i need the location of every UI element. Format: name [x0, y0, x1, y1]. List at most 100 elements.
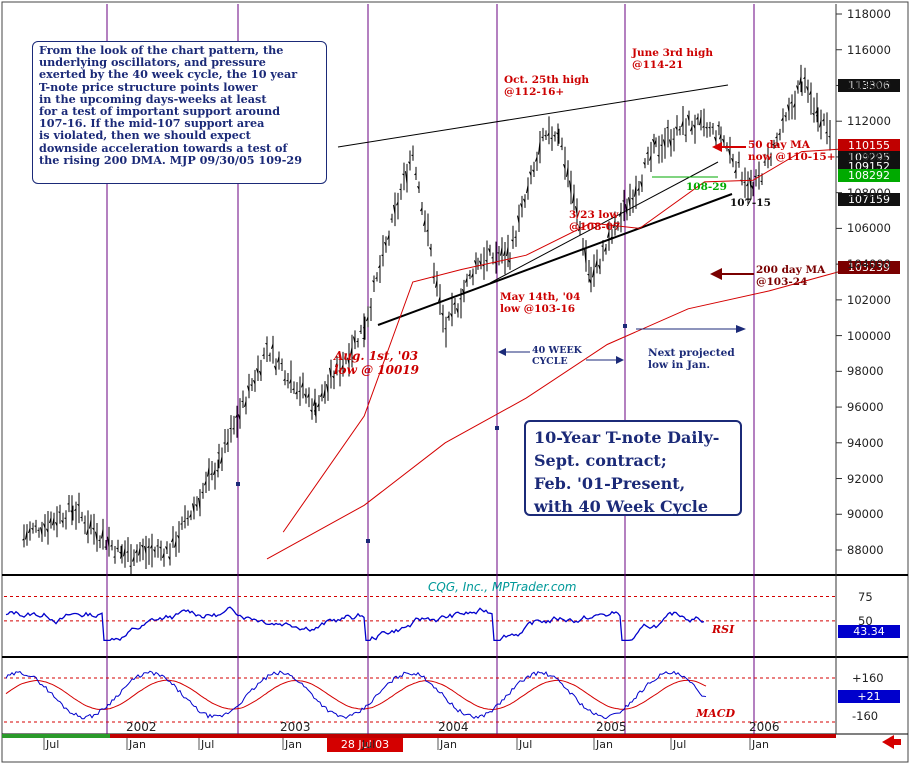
price-bar-open — [790, 101, 793, 104]
price-bar-open — [722, 138, 725, 144]
price-bar-open — [74, 508, 77, 512]
price-bar-open — [547, 132, 550, 137]
price-bar-open — [699, 116, 702, 126]
price-bar-open — [46, 528, 49, 533]
price-bar-open — [313, 398, 316, 406]
price-bar-open — [587, 273, 590, 276]
price-bar-open — [77, 503, 80, 507]
price-bar-open — [141, 544, 144, 548]
price-bar-open — [520, 203, 523, 208]
price-bar-open — [523, 198, 526, 203]
price-bar-open — [465, 278, 468, 283]
price-bar-open — [544, 134, 547, 137]
price-box-5: 108292 — [838, 169, 900, 182]
price-bar-open — [514, 236, 517, 238]
price-bar-open — [819, 120, 822, 128]
price-bar-open — [274, 365, 277, 371]
price-bar-open — [216, 469, 219, 472]
price-bar-open — [592, 268, 595, 278]
price-bar-open — [359, 330, 362, 333]
price-bar-open — [435, 280, 438, 288]
x-year-label: 2004 — [438, 720, 469, 734]
price-bar-open — [317, 403, 320, 408]
inner-trendline — [489, 161, 719, 284]
price-bar-open — [517, 215, 520, 224]
price-bar-open — [356, 340, 359, 343]
annotation-june-high: June 3rd high @114-21 — [632, 47, 714, 71]
price-bars — [22, 64, 831, 574]
price-bar-open — [637, 187, 640, 192]
rsi-line — [5, 606, 705, 642]
price-bar-open — [86, 528, 89, 536]
price-bar-open — [347, 357, 350, 365]
price-bar-open — [396, 201, 399, 206]
price-bar-open — [557, 136, 560, 139]
price-bar-open — [31, 527, 34, 531]
price-bar-open — [769, 155, 772, 158]
price-bar-open — [598, 264, 601, 270]
price-bar-open — [25, 530, 28, 540]
price-bar-open — [719, 133, 722, 140]
price-bar-open — [426, 229, 429, 232]
price-bar-open — [192, 503, 195, 513]
price-bar-open — [684, 134, 687, 136]
price-bar-open — [746, 183, 749, 187]
cycle-arrowhead-left — [498, 348, 506, 356]
price-bar-open — [344, 358, 347, 361]
cycle-arrowhead-right — [616, 356, 624, 364]
time-strip — [2, 734, 110, 738]
cycle-marker — [366, 539, 370, 543]
scroll-left-arrow-icon[interactable] — [880, 733, 902, 751]
price-bar-open — [135, 549, 138, 554]
price-bar-open — [447, 315, 450, 319]
price-bar-open — [120, 551, 123, 559]
price-bar-open — [271, 343, 274, 349]
x-month-label: Jan — [129, 738, 146, 751]
ma200-arrowhead — [710, 268, 722, 280]
price-bar-open — [702, 125, 705, 128]
price-bar-open — [503, 250, 506, 257]
price-bar-open — [55, 521, 58, 526]
price-bar-open — [471, 273, 474, 278]
y-tick-label: 88000 — [847, 543, 884, 557]
x-month-label: Jul — [362, 738, 376, 751]
annotation-40-week-cycle: 40 WEEK CYCLE — [532, 345, 582, 367]
price-bar-open — [247, 385, 250, 392]
y-tick-label: 110000 — [847, 149, 891, 164]
price-bar-open — [174, 540, 177, 548]
price-bar-open — [226, 441, 229, 445]
price-bar-open — [784, 115, 787, 118]
annotation-oct-high: Oct. 25th high @112-16+ — [504, 74, 590, 98]
price-bar-open — [728, 148, 731, 157]
price-bar-open — [217, 452, 220, 454]
price-bar-open — [678, 128, 681, 131]
price-bar-open — [417, 185, 420, 190]
price-bar-open — [363, 326, 366, 333]
price-bar-open — [816, 114, 819, 121]
price-bar-open — [757, 174, 760, 177]
price-bar-open — [800, 89, 803, 92]
price-bar-open — [256, 368, 259, 374]
x-month-label: Jul — [519, 738, 533, 751]
annotation-50dma: 50 day MA now @110-15+ — [748, 139, 836, 163]
price-bar-open — [462, 289, 465, 296]
price-bar-open — [116, 547, 119, 550]
price-box-7: 103239 — [838, 261, 900, 274]
price-bar-open — [113, 556, 116, 558]
ma200-line — [266, 268, 851, 560]
price-bar-open — [123, 548, 126, 557]
lower-trendline — [377, 193, 733, 326]
price-bar-open — [52, 517, 55, 526]
price-bar-open — [646, 151, 649, 155]
price-bar-open — [714, 136, 717, 142]
x-month-label: Jan — [596, 738, 613, 751]
price-bar-open — [584, 248, 587, 264]
price-bar-open — [138, 547, 141, 556]
price-bar-open — [259, 370, 262, 376]
price-bar-open — [375, 277, 378, 279]
price-bar-open — [153, 549, 156, 553]
macd-line — [5, 670, 707, 720]
price-bar-open — [734, 169, 737, 174]
price-bar-open — [89, 519, 92, 529]
price-bar-open — [589, 279, 592, 284]
